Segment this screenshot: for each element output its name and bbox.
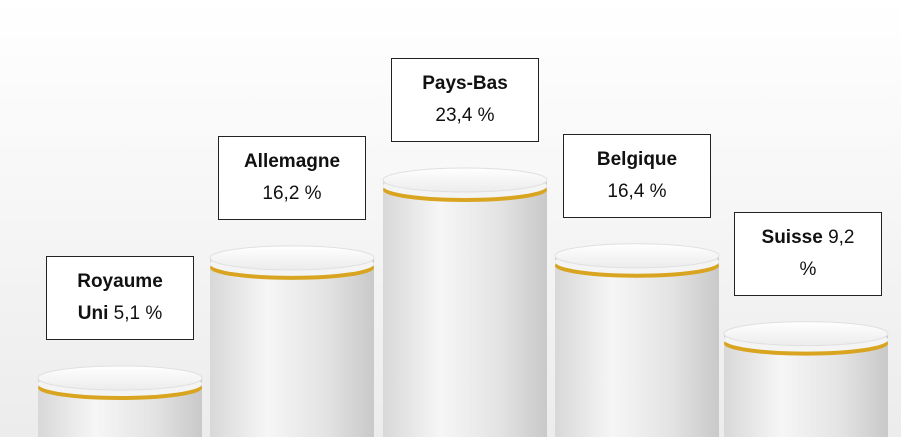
podium (382, 167, 548, 437)
value-label: 16,2 % (262, 182, 322, 204)
value-label: 23,4 % (435, 105, 495, 126)
podium-top (37, 365, 203, 391)
category-label: Belgique (596, 148, 678, 170)
category-label: Royaume Uni (77, 271, 163, 324)
podium-top (723, 321, 889, 347)
value-label: 5,1 % (113, 303, 163, 324)
label-box: Allemagne 16,2 % (218, 135, 366, 220)
label-box: Pays-Bas 23,4 % (391, 58, 539, 142)
value-label: 9,2 % (799, 226, 855, 280)
label-box: Suisse 9,2 % (734, 211, 882, 296)
podium-top (554, 243, 720, 269)
podium-body (555, 255, 719, 437)
podium-top (209, 245, 375, 271)
podium (723, 321, 889, 437)
podium-body (210, 257, 374, 437)
value-label: 16,4 % (607, 180, 667, 202)
podium (209, 245, 375, 437)
podium (37, 365, 203, 437)
podium-top (382, 167, 548, 193)
podium-body (383, 180, 547, 437)
label-box: Royaume Uni 5,1 % (46, 256, 194, 340)
category-label: Allemagne (243, 150, 341, 172)
podium (554, 243, 720, 437)
category-label: Pays-Bas (422, 73, 508, 94)
label-box: Belgique 16,4 % (563, 133, 711, 218)
category-label: Suisse (761, 226, 823, 248)
